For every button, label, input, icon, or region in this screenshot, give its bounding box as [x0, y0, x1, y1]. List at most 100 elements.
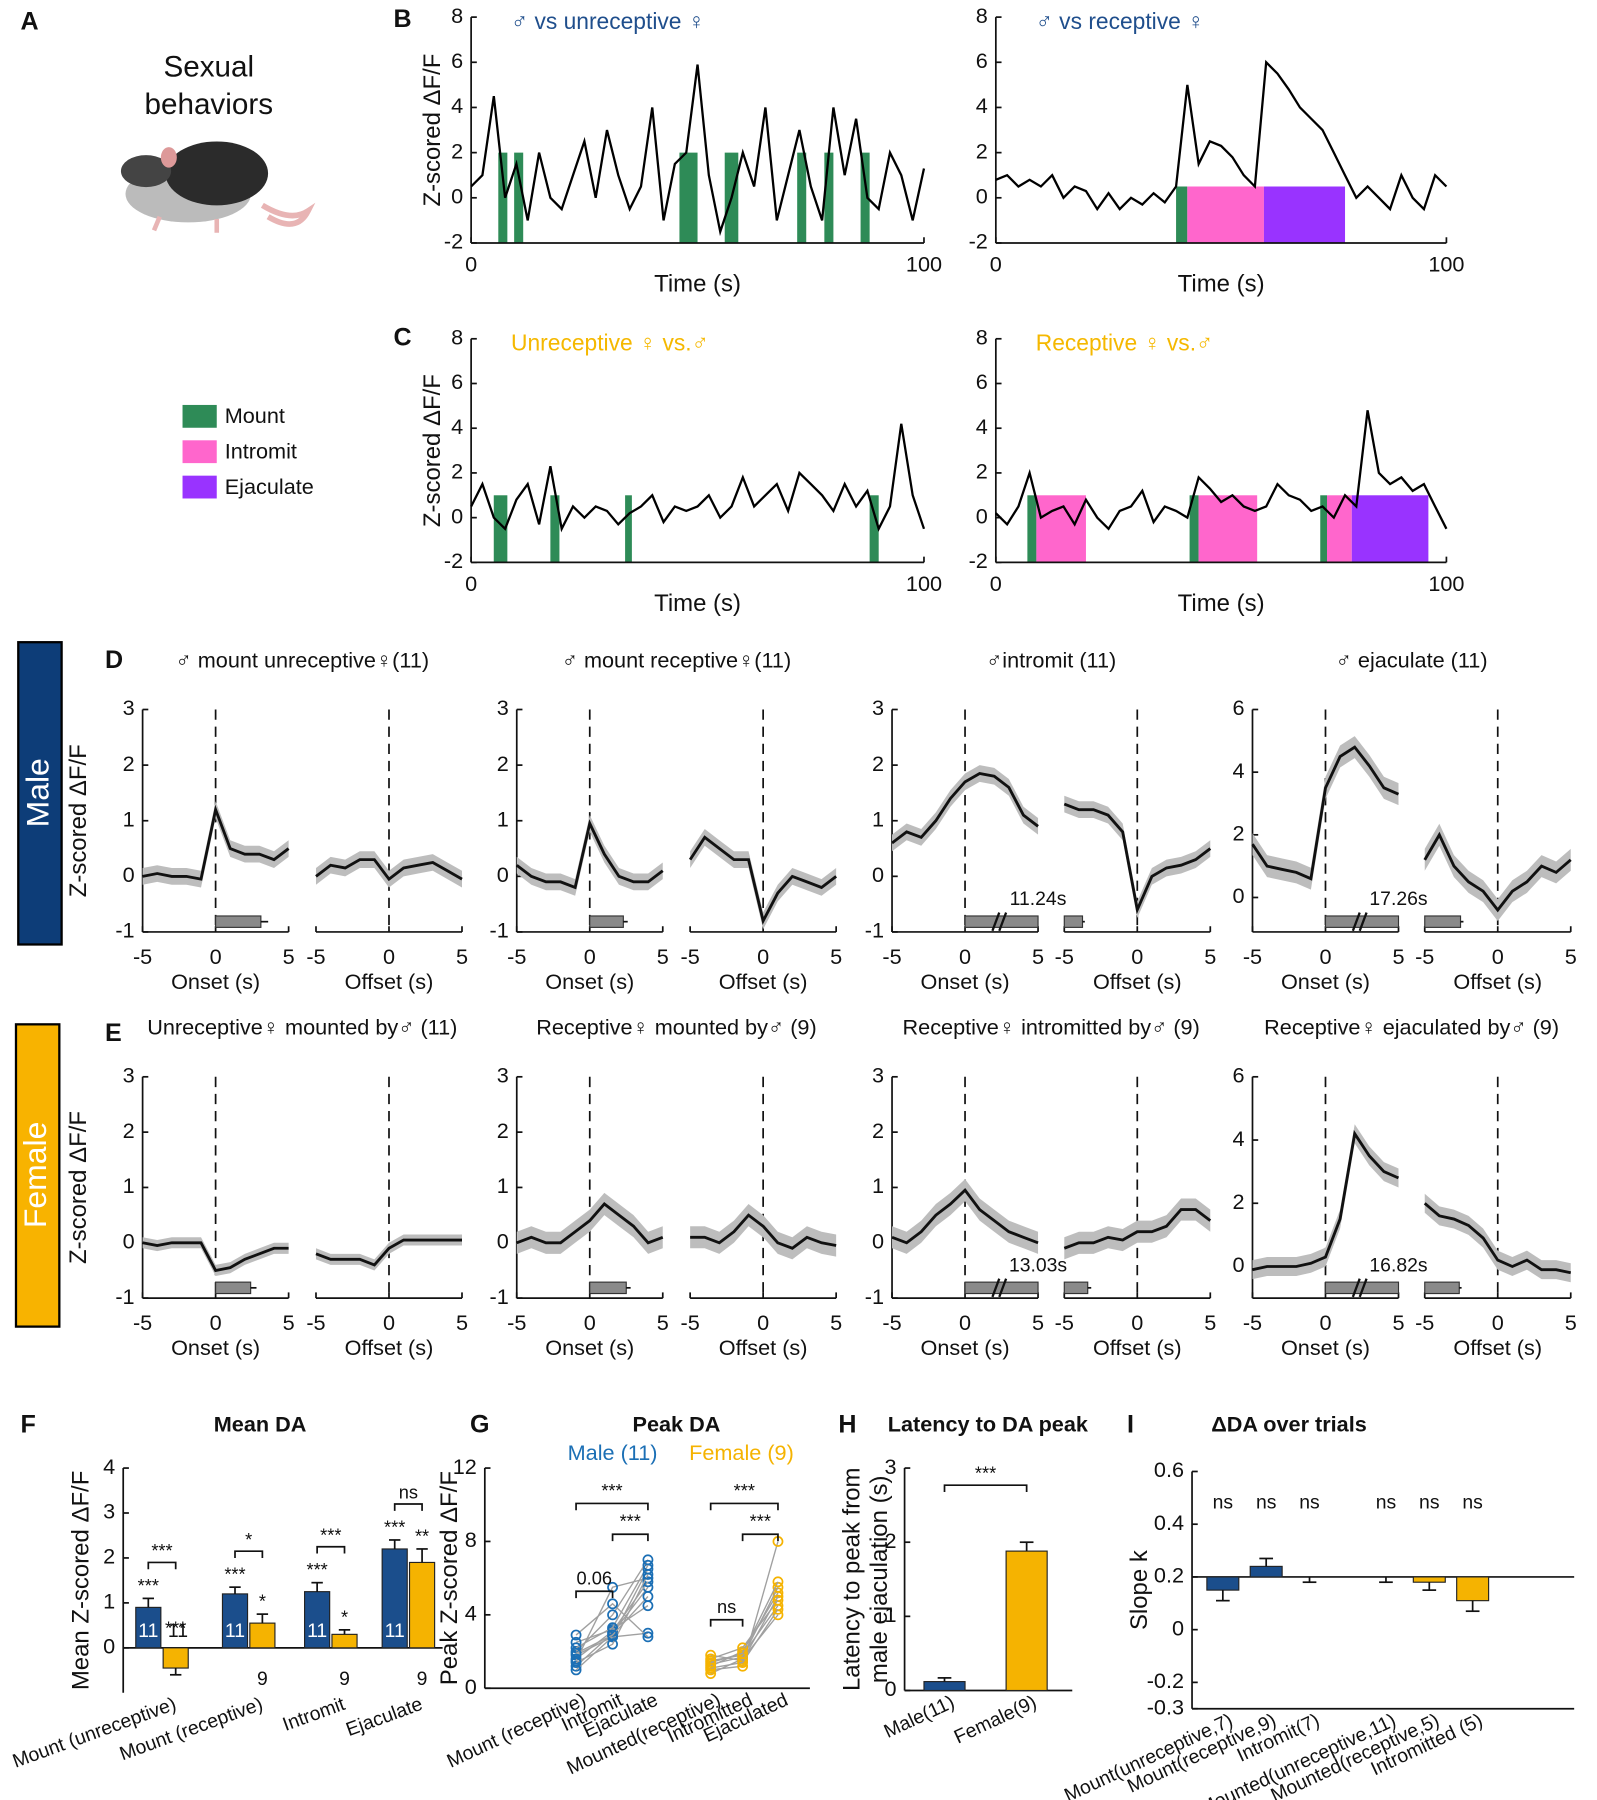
duration-bar [589, 915, 624, 928]
comparison-bracket [316, 1545, 346, 1554]
panel-title: Unreceptive♀ mounted by♂ (11) [147, 1015, 457, 1040]
y-tick-label: 6 [976, 48, 988, 73]
x-tick-label: 0 [1492, 1310, 1504, 1335]
subject-point [607, 1609, 618, 1621]
y-tick-label: 4 [103, 1454, 115, 1479]
legend-swatch [182, 475, 217, 499]
panel-title: ♂ ejaculate (11) [1336, 647, 1488, 672]
x-tick-label: -5 [1243, 1310, 1262, 1335]
comparison-label: *** [750, 1511, 771, 1532]
y-tick-label: 1 [103, 1589, 115, 1614]
x-tick-label: Intromit [280, 1693, 349, 1736]
significance: *** [165, 1618, 186, 1639]
x-tick-label: 0 [584, 1310, 596, 1335]
x-tick-label: -5 [1243, 944, 1262, 969]
y-tick-label: 4 [465, 1601, 477, 1626]
mean-trace [891, 772, 1039, 845]
y-tick-label: 2 [103, 1544, 115, 1569]
n-label: 11 [307, 1620, 327, 1642]
behavior-bout [1189, 495, 1199, 563]
x-tick-label: 0 [383, 944, 395, 969]
y-tick-label: -1 [865, 1284, 884, 1309]
subject-point [607, 1629, 618, 1641]
comparison-label: *** [601, 1480, 622, 1501]
significance: ns [1462, 1492, 1482, 1514]
panel-title: Unreceptive ♀ vs.♂ [511, 330, 709, 356]
n-label: 9 [417, 1668, 428, 1690]
trace-line [995, 59, 1448, 212]
x-axis-label: Offset (s) [1453, 969, 1542, 994]
comparison-label: ns [399, 1482, 418, 1503]
x-axis-label: Time (s) [1178, 590, 1265, 617]
y-tick-label: 0 [103, 1634, 115, 1659]
x-axis-label: Offset (s) [345, 969, 434, 994]
y-axis-label: Latency to peak from [839, 1468, 866, 1692]
behavior-bout [860, 152, 870, 243]
subject-line [575, 1605, 649, 1644]
comparison-label: 0.06 [577, 1568, 613, 1589]
x-axis-label: Onset (s) [545, 1335, 634, 1360]
x-tick-label: Female(9) [951, 1691, 1040, 1748]
legend-label: Female (9) [689, 1440, 794, 1465]
behavior-bout [1198, 495, 1258, 563]
panel-letter: I [1127, 1410, 1134, 1438]
significance: * [341, 1606, 348, 1627]
y-tick-label: 8 [451, 325, 463, 350]
y-tick-label: 1 [123, 1173, 135, 1198]
behavior-bout [625, 495, 632, 563]
duration-bar [1424, 915, 1462, 928]
y-tick-label: 2 [497, 751, 509, 776]
x-axis-label: Onset (s) [171, 1335, 260, 1360]
subject-line [710, 1581, 779, 1664]
behavior-bout [1351, 495, 1429, 563]
subject-point [570, 1653, 582, 1665]
x-tick-label: -5 [306, 944, 325, 969]
bar-label: 13.03s [1009, 1254, 1067, 1276]
y-tick-label: 2 [1232, 821, 1244, 846]
y-tick-label: 1 [497, 806, 509, 831]
x-tick-label: 0 [1492, 944, 1504, 969]
y-tick-label: 2 [872, 1118, 884, 1143]
significance: *** [224, 1564, 245, 1585]
x-tick-label: 5 [1204, 1310, 1216, 1335]
x-axis-label: Time (s) [654, 270, 741, 297]
sem-band [315, 1234, 462, 1271]
panel-letter: B [394, 5, 412, 33]
behavior-bout [514, 152, 524, 243]
comparison-bracket [709, 1618, 744, 1627]
bar [135, 1606, 162, 1649]
x-axis-label: Time (s) [654, 590, 741, 617]
significance: ns [1213, 1492, 1233, 1514]
axis-break [991, 912, 1008, 932]
y-tick-label: 0.2 [1154, 1563, 1184, 1588]
x-tick-label: -5 [1055, 1310, 1074, 1335]
comparison-label: *** [620, 1511, 641, 1532]
mean-trace [315, 1238, 462, 1267]
bar [1005, 1550, 1048, 1692]
y-tick-label: 3 [103, 1499, 115, 1524]
panel-letter: F [21, 1410, 36, 1438]
panel-title: ♂ mount receptive♀(11) [562, 647, 791, 672]
y-tick-label: -1 [490, 918, 509, 943]
y-axis-label: Mean Z-scored ΔF/F [67, 1471, 94, 1691]
panel-a-title: behaviors [145, 88, 274, 121]
sem-band [1252, 736, 1399, 890]
y-tick-label: 4 [1232, 758, 1244, 783]
y-tick-label: 0 [1172, 1615, 1184, 1640]
y-tick-label: 0 [451, 503, 463, 528]
significance: *** [138, 1575, 159, 1596]
sem-band [1064, 1198, 1211, 1260]
panel-title: ♂intromit (11) [986, 647, 1116, 672]
x-tick-label: -5 [681, 1310, 700, 1335]
x-axis-label: Offset (s) [345, 1335, 434, 1360]
y-tick-label: 2 [976, 459, 988, 484]
n-label: 9 [257, 1668, 268, 1690]
x-tick-label: -5 [507, 944, 526, 969]
subject-point [570, 1642, 582, 1654]
comparison-label: *** [151, 1540, 172, 1561]
x-axis-label: Offset (s) [1093, 1335, 1182, 1360]
y-tick-label: -2 [444, 229, 463, 254]
panel-letter: D [105, 646, 123, 674]
subject-point [772, 1603, 784, 1615]
